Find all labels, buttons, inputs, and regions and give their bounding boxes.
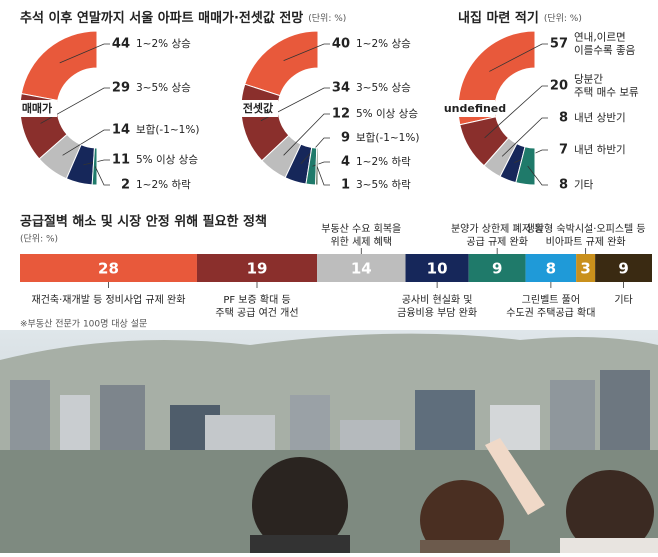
leader-line bbox=[484, 85, 548, 139]
category-label: 생활형 숙박시설·오피스텔 등 비아파트 규제 완화 bbox=[526, 222, 646, 248]
category-label: 보합(-1~1%) bbox=[136, 124, 199, 136]
center-label: undefined bbox=[444, 102, 506, 115]
chart-title: 공급절벽 해소 및 시장 안정 위해 필요한 정책 bbox=[20, 214, 267, 230]
value-label: 9 bbox=[341, 131, 350, 146]
value-label: 20 bbox=[550, 79, 568, 94]
title: 추석 이후 연말까지 서울 아파트 매매가·전셋값 전망 bbox=[20, 10, 303, 26]
bar-segment bbox=[595, 254, 652, 282]
category-label: 당분간 주택 매수 보류 bbox=[574, 74, 639, 99]
unit: (단위: %) bbox=[544, 13, 582, 24]
unit: (단위: %) bbox=[20, 234, 58, 245]
value-label: 14 bbox=[112, 123, 130, 138]
bar-segment bbox=[576, 254, 596, 282]
category-label: 분양가 상한제 폐지 등 공급 규제 완화 bbox=[451, 223, 543, 248]
leader-line bbox=[59, 43, 110, 64]
donut-segment bbox=[20, 30, 98, 102]
center-label-bg bbox=[455, 100, 495, 117]
value-label: 7 bbox=[559, 143, 568, 158]
center-label: 전셋값 bbox=[243, 101, 273, 115]
value-label: 8 bbox=[559, 111, 568, 126]
bar-segment bbox=[468, 254, 526, 282]
category-label: 5% 이상 상승 bbox=[136, 154, 198, 166]
category-label: 연내,이르면 이를수록 좋음 bbox=[574, 32, 636, 57]
bar-segment bbox=[317, 254, 406, 282]
chart-title: 추석 이후 연말까지 서울 아파트 매매가·전셋값 전망 (단위: %) bbox=[20, 10, 346, 26]
category-label: 기타 bbox=[574, 179, 594, 191]
leader-line bbox=[283, 113, 330, 156]
donut-segment bbox=[91, 147, 98, 186]
leader-line bbox=[40, 87, 110, 124]
category-label: 3~5% 상승 bbox=[136, 82, 191, 94]
leader-line bbox=[260, 87, 330, 122]
category-label: 그린벨트 풀어 수도권 주택공급 확대 bbox=[506, 294, 595, 319]
leader-line bbox=[501, 117, 548, 157]
leader-line bbox=[489, 43, 548, 72]
title: 내집 마련 적기 bbox=[458, 10, 539, 26]
category-label: 내년 하반기 bbox=[574, 143, 626, 156]
value-label: 12 bbox=[332, 107, 350, 122]
value-label: 34 bbox=[332, 81, 350, 96]
photo bbox=[0, 330, 658, 557]
value-label: 11 bbox=[112, 153, 130, 168]
donut-segment bbox=[315, 147, 319, 186]
donut-segment bbox=[244, 30, 319, 97]
value-label: 19 bbox=[247, 260, 268, 278]
value-label: 57 bbox=[550, 37, 568, 52]
category-label: 기타 bbox=[614, 294, 632, 306]
category-label: 1~2% 하락 bbox=[356, 155, 411, 168]
value-label: 10 bbox=[427, 260, 448, 278]
leader-line bbox=[283, 43, 330, 62]
category-label: 재건축·재개발 등 정비사업 규제 완화 bbox=[32, 293, 186, 306]
category-label: 공사비 현실화 및 금융비용 부담 완화 bbox=[397, 294, 477, 319]
unit: (단위: %) bbox=[308, 13, 346, 24]
value-label: 14 bbox=[351, 260, 372, 278]
category-label: 1~2% 상승 bbox=[136, 38, 191, 50]
value-label: 8 bbox=[559, 178, 568, 193]
category-label: 보합(-1~1%) bbox=[356, 132, 419, 144]
value-label: 40 bbox=[332, 37, 350, 52]
center-label-bg bbox=[17, 100, 57, 117]
bar-segment bbox=[196, 254, 318, 282]
bar-segment bbox=[20, 254, 197, 282]
chart-title: 내집 마련 적기 (단위: %) bbox=[458, 10, 582, 26]
value-label: 4 bbox=[341, 155, 350, 170]
leader-line bbox=[316, 166, 330, 186]
category-label: 부동산 수요 회복을 위한 세제 혜택 bbox=[321, 223, 401, 248]
leader-line bbox=[94, 166, 110, 186]
category-label: PF 보증 확대 등 주택 공급 여건 개선 bbox=[215, 294, 298, 319]
leader-line bbox=[83, 159, 110, 166]
value-label: 1 bbox=[341, 178, 350, 193]
value-label: 9 bbox=[618, 260, 628, 278]
value-label: 44 bbox=[112, 37, 130, 52]
bar-segment bbox=[405, 254, 469, 282]
bar-segment bbox=[525, 254, 577, 282]
category-label: 1~2% 하락 bbox=[136, 178, 191, 191]
category-label: 5% 이상 상승 bbox=[356, 108, 418, 120]
leader-line bbox=[62, 129, 110, 156]
note: ※부동산 전문가 100명 대상 설문 bbox=[20, 319, 147, 330]
value-label: 8 bbox=[546, 260, 556, 278]
category-label: 내년 상반기 bbox=[574, 112, 626, 124]
people bbox=[250, 438, 658, 557]
category-label: 3~5% 상승 bbox=[356, 82, 411, 94]
donut-segment bbox=[515, 146, 536, 186]
value-label: 28 bbox=[98, 260, 119, 278]
category-label: 1~2% 상승 bbox=[356, 38, 411, 50]
value-label: 2 bbox=[121, 178, 130, 193]
value-label: 9 bbox=[492, 260, 502, 278]
center-label-bg bbox=[238, 100, 278, 117]
value-label: 29 bbox=[112, 81, 130, 96]
leader-line bbox=[527, 165, 548, 186]
category-label: 3~5% 하락 bbox=[356, 178, 411, 191]
value-label: 3 bbox=[580, 260, 590, 278]
center-label: 매매가 bbox=[22, 101, 52, 115]
leader-line bbox=[300, 137, 330, 165]
